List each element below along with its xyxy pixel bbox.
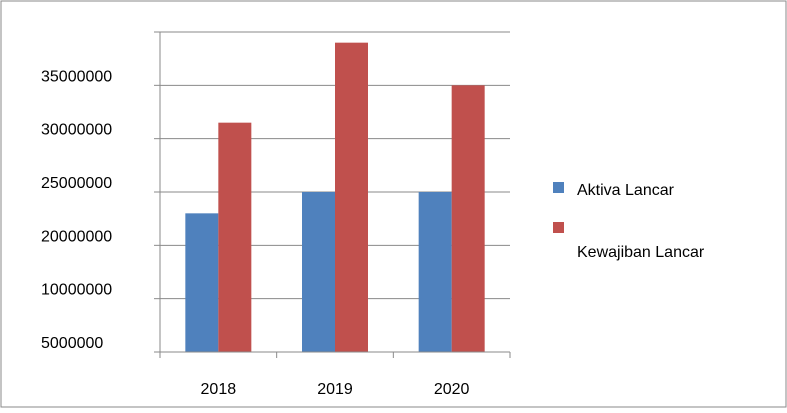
legend-swatch [553, 222, 564, 233]
y-tick-label: 10000000 [41, 282, 112, 299]
y-tick-label: 5000000 [41, 335, 103, 352]
x-tick-labels: 2018 2019 2020 [201, 381, 470, 398]
y-tick-label: 25000000 [41, 175, 112, 192]
bar [185, 213, 219, 352]
axes [154, 31, 511, 358]
y-tick-label: 35000000 [41, 68, 112, 85]
legend-label: Aktiva Lancar [577, 182, 675, 199]
bar [418, 192, 452, 352]
legend: Aktiva Lancar Kewajiban Lancar [553, 182, 705, 261]
legend-label: Kewajiban Lancar [577, 244, 705, 261]
legend-swatch [553, 182, 564, 193]
x-tick-label: 2020 [434, 381, 470, 398]
x-tick-label: 2018 [201, 381, 237, 398]
bars [185, 42, 485, 353]
y-tick-label: 20000000 [41, 228, 112, 245]
bar [335, 42, 368, 353]
bar [302, 192, 335, 352]
y-tick-label: 30000000 [41, 122, 112, 139]
bar [218, 122, 252, 353]
y-tick-labels: 5000000 10000000 20000000 25000000 30000000 3… [41, 68, 112, 352]
bar [451, 85, 485, 352]
x-tick-label: 2019 [317, 381, 353, 398]
